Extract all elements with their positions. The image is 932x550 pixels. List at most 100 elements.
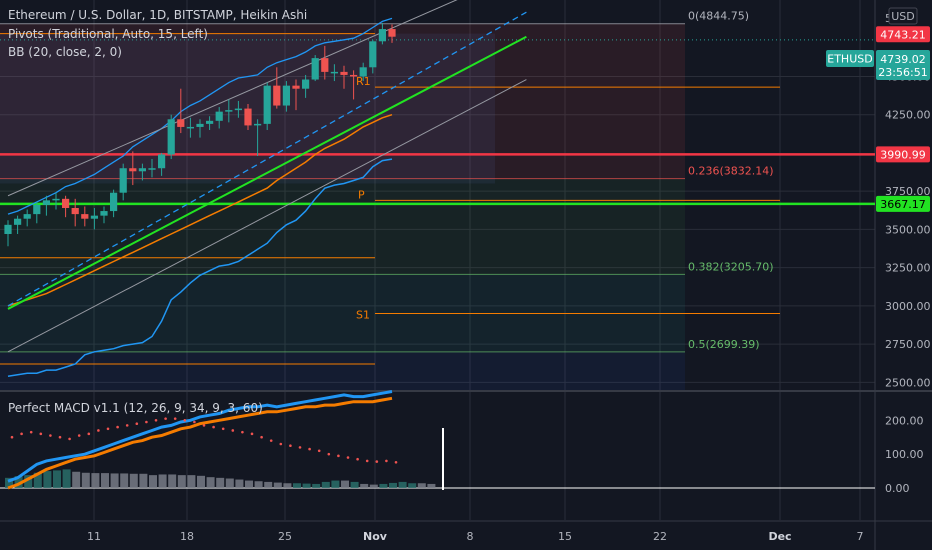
candle-body <box>340 71 348 75</box>
candle-body <box>62 198 70 208</box>
time-tick-label: 8 <box>467 530 474 543</box>
macd-dot <box>346 456 350 459</box>
time-tick-label: 11 <box>87 530 101 543</box>
time-tick-label: 15 <box>558 530 572 543</box>
candle-body <box>369 41 377 68</box>
macd-hist-bar <box>5 477 13 488</box>
level-lines: 0(4844.75) 0.236(3832.14) 0.382(3205.70) 0.… <box>0 10 875 365</box>
macd-hist-bar <box>427 483 436 488</box>
candle-body <box>330 71 338 74</box>
macd-hist-bar <box>379 483 388 488</box>
macd-legend[interactable]: Perfect MACD v1.1 (12, 26, 9, 34, 9, 3, … <box>8 401 263 415</box>
candle-body <box>206 120 214 124</box>
macd-hist-bar <box>254 481 263 488</box>
candles <box>4 22 396 247</box>
candle-body <box>282 85 290 106</box>
bollinger-bands <box>7 17 393 377</box>
candle-body <box>311 58 319 80</box>
price-tick-label: 2750.00 <box>885 338 931 351</box>
macd-dot <box>29 430 33 434</box>
symbol-badge: ETHUSD <box>827 53 872 66</box>
fib-label: 0.5(2699.39) <box>688 338 760 351</box>
macd-dot <box>68 437 71 441</box>
candle-body <box>292 85 300 89</box>
candle-body <box>33 204 41 215</box>
macd-dot <box>269 439 273 442</box>
pivots-legend[interactable]: Pivots (Traditional, Auto, 15, Left) <box>8 27 208 41</box>
macd-hist-bar <box>245 480 253 488</box>
candle-body <box>196 123 204 127</box>
candle-body <box>388 29 396 37</box>
macd-hist-bar <box>62 469 71 488</box>
macd-dot <box>298 446 302 449</box>
fib-label: 0(4844.75) <box>688 10 749 23</box>
macd-dot <box>375 460 379 463</box>
candle-body <box>23 214 31 219</box>
last-price-badge-bg <box>876 50 930 80</box>
macd-dot <box>241 430 244 434</box>
candle-body <box>321 58 329 72</box>
candle-body <box>273 85 281 106</box>
candle-body <box>71 208 79 215</box>
macd-dot <box>183 419 187 422</box>
time-tick-label: 7 <box>857 530 864 543</box>
macd-hist-bar <box>110 473 119 488</box>
price-tick-label: 3250.00 <box>885 262 931 275</box>
bb-lower <box>7 158 393 377</box>
macd-hist-bar <box>341 480 349 488</box>
candle-body <box>302 79 310 89</box>
candle-body <box>110 192 118 212</box>
candle-body <box>158 154 166 169</box>
currency-badge-bg <box>888 7 918 25</box>
macd-dot <box>77 434 81 437</box>
price-tick-label: 3000.00 <box>885 300 931 313</box>
time-tick-label: 18 <box>180 530 194 543</box>
macd-hist-bar <box>14 476 23 488</box>
pivot-label: S1 <box>356 309 370 322</box>
symbol-badge-bg <box>826 50 874 67</box>
macd-line <box>7 390 393 483</box>
macd-tick-label: 100.00 <box>885 448 924 461</box>
macd-dot <box>58 435 62 439</box>
bb-legend[interactable]: BB (20, close, 2, 0) <box>8 45 122 59</box>
red-level-badge-bg <box>876 146 930 163</box>
macd-dot <box>116 425 119 429</box>
macd-hist-bar <box>369 484 378 488</box>
candle-body <box>359 67 367 77</box>
macd-dot <box>260 435 263 439</box>
time-tick-label: 22 <box>653 530 667 543</box>
candle-body <box>100 211 108 216</box>
macd-hist-bar <box>81 472 90 488</box>
macd-dot <box>250 432 254 436</box>
macd-dot <box>365 459 369 463</box>
macd-dot <box>385 459 388 463</box>
macd-hist-bar <box>177 475 186 488</box>
last-price-badge: 4739.02 <box>880 53 926 66</box>
macd-dot <box>317 449 321 453</box>
candle-body <box>138 168 146 172</box>
macd-dot <box>394 460 398 464</box>
macd-hist-bar <box>24 475 33 488</box>
candle-body <box>52 198 60 201</box>
macd-hist-bar <box>72 471 81 488</box>
fib-zone-below-05 <box>0 351 685 390</box>
macd-dot <box>49 434 52 437</box>
candle-body <box>244 108 252 126</box>
fib-label: 0.236(3832.14) <box>688 165 774 178</box>
candle-body <box>90 215 98 219</box>
macd-hist-bar <box>197 475 205 488</box>
candle-body <box>186 126 194 129</box>
price-tick-label: 3500.00 <box>885 223 931 236</box>
macd-hist-bar <box>149 475 157 488</box>
macd-hist-bar <box>312 483 321 488</box>
green-level-badge: 3667.17 <box>880 198 926 211</box>
macd-dot <box>279 442 283 446</box>
macd-hist-bar <box>43 471 52 488</box>
candle-body <box>177 119 185 127</box>
macd-hist-bar <box>283 483 292 488</box>
chart-title[interactable]: Ethereum / U.S. Dollar, 1D, BITSTAMP, He… <box>8 8 308 22</box>
macd-hist-bar <box>187 475 196 488</box>
macd-hist-bar <box>120 473 129 488</box>
